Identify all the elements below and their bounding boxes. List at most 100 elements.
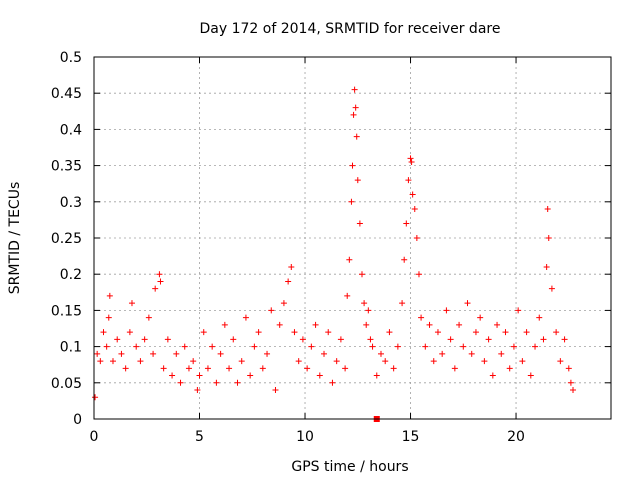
data-point [561,336,568,343]
data-point [394,343,401,350]
data-point [532,343,539,350]
data-point [477,314,484,321]
data-point [295,358,302,365]
data-point [169,372,176,379]
data-point [196,372,203,379]
data-point [133,343,140,350]
data-point [536,314,543,321]
data-point [217,350,224,357]
data-point [350,111,357,118]
data-points [92,86,577,422]
data-point [272,387,279,394]
data-point [519,358,526,365]
data-point [527,372,534,379]
data-point [401,256,408,263]
data-point [405,177,412,184]
y-tick-label: 0.4 [60,122,82,138]
grid [93,56,611,420]
data-point [354,177,361,184]
data-point [114,336,121,343]
data-point [156,271,163,278]
data-point [369,343,376,350]
data-point [358,271,365,278]
y-tick-label: 0.1 [60,340,82,356]
data-point [349,162,356,169]
data-point [92,394,99,401]
data-point [545,235,552,241]
data-point [544,206,551,213]
data-point [353,133,360,140]
data-point [399,300,406,307]
data-point [242,314,249,321]
data-point [333,358,340,365]
data-point [346,256,353,263]
data-point [264,350,271,357]
data-point [548,285,555,292]
data-point [510,343,517,350]
data-point [251,343,258,350]
data-point [105,314,112,321]
data-point [109,358,116,365]
data-point [204,365,211,372]
data-point [325,329,332,336]
data-point [407,155,414,162]
data-point [386,329,393,336]
data-point [408,158,415,165]
data-point [422,343,429,350]
data-point [230,336,237,343]
data-point [194,387,201,394]
data-point [356,220,363,227]
axis-ticks [93,56,611,420]
data-point [413,235,420,241]
data-point [299,336,306,343]
data-point [415,271,422,278]
data-point [103,343,110,350]
data-point [157,278,164,285]
data-point [122,365,129,372]
x-tick-label: 20 [507,429,525,445]
data-point [337,336,344,343]
x-tick-label: 0 [90,429,99,445]
data-point [373,372,380,379]
data-point [304,365,311,372]
data-point [472,329,479,336]
y-tick-label: 0.2 [60,267,82,283]
y-axis-label: SRMTID / TECUs [7,182,23,295]
data-point [456,321,463,328]
data-point [403,220,410,227]
data-point [164,336,171,343]
data-point [285,278,292,285]
data-point [543,263,550,270]
data-point [288,263,295,270]
y-tick-label: 0.05 [51,376,82,392]
data-point [177,379,184,386]
data-point [515,307,522,314]
data-point [411,206,418,213]
data-point [141,336,148,343]
data-point [316,372,323,379]
data-point [409,191,416,198]
x-tick-labels: 0 5 10 15 20 [90,429,525,445]
data-point [460,343,467,350]
data-point [312,321,319,328]
data-point [100,329,107,336]
y-tick-label: 0.5 [60,50,82,66]
data-point [152,285,159,292]
data-point [464,300,471,307]
data-point [234,379,241,386]
data-point [128,300,135,307]
data-point [185,365,192,372]
data-point [351,86,358,93]
data-point [291,329,298,336]
y-tick-label: 0.15 [51,303,82,319]
data-point [200,329,207,336]
data-point [557,358,564,365]
data-point [565,365,572,372]
data-point [213,379,220,386]
data-point [137,358,144,365]
data-point [209,343,216,350]
data-point [443,307,450,314]
data-point [280,300,287,307]
